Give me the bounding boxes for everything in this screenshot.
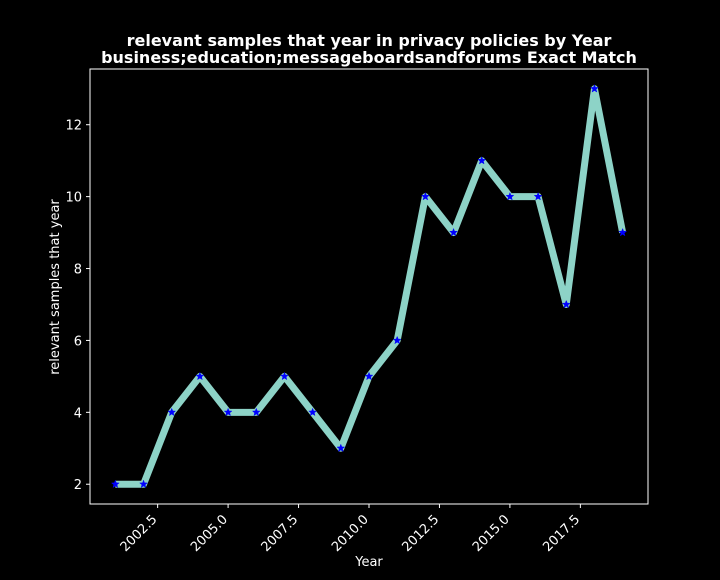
data-point-marker [420, 191, 430, 201]
data-point-marker [110, 479, 120, 489]
data-point-marker [251, 407, 261, 417]
data-point-marker [195, 371, 205, 381]
y-axis-label: relevant samples that year [48, 199, 63, 375]
data-point-marker [533, 191, 543, 201]
y-tick-label: 10 [65, 191, 82, 206]
data-point-marker [505, 191, 515, 201]
data-point-marker [308, 407, 318, 417]
data-point-marker [392, 335, 402, 345]
data-point-marker [139, 479, 149, 489]
y-tick-label: 6 [74, 334, 82, 349]
y-tick-label: 12 [65, 119, 82, 134]
data-point-marker [589, 84, 599, 93]
y-tick-label: 2 [74, 478, 82, 493]
data-point-marker [364, 371, 374, 381]
chart-title-line-2: business;education;messageboardsandforum… [101, 48, 637, 67]
y-tick-label: 8 [74, 263, 82, 278]
data-point-marker [223, 407, 233, 417]
chart-title-line-1: relevant samples that year in privacy po… [127, 31, 612, 50]
x-axis-label: Year [354, 555, 383, 570]
data-point-marker [449, 227, 459, 237]
data-point-marker [336, 443, 346, 453]
data-point-marker [167, 407, 177, 417]
data-point-marker [618, 227, 628, 237]
data-point-marker [477, 155, 487, 165]
data-point-marker [279, 371, 289, 381]
y-tick-label: 4 [74, 406, 82, 421]
data-point-marker [561, 299, 571, 309]
